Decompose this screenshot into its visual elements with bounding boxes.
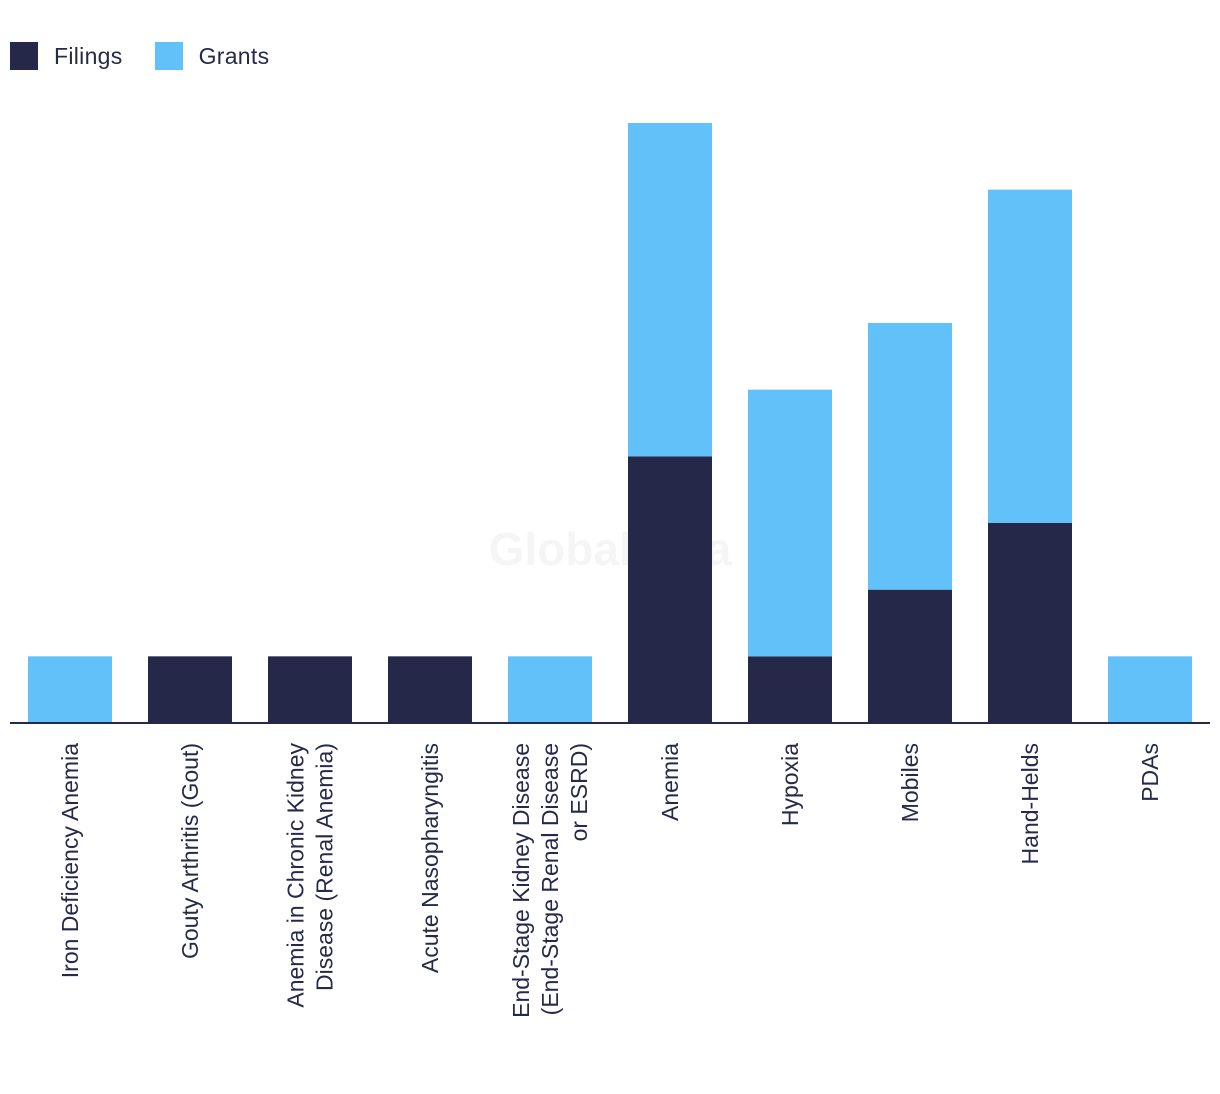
bar-grants-7 [868,323,952,590]
x-tick-label-line: PDAs [1137,743,1163,802]
x-tick-label-3: Acute Nasopharyngitis [417,743,443,973]
legend-item-filings: Filings [10,42,123,70]
x-tick-labels: Iron Deficiency Anemia Gouty Arthritis (G… [57,743,1163,1018]
legend-item-grants: Grants [154,42,270,70]
legend-label-filings: Filings [54,42,123,69]
x-tick-label-6: Hypoxia [777,743,803,826]
bars-group [28,123,1192,723]
x-tick-label-line: Anemia in Chronic Kidney [283,743,309,1008]
x-tick-label-line: End-Stage Kidney Disease [508,743,534,1018]
x-tick-label-line: Gouty Arthritis (Gout) [177,743,203,959]
x-tick-label-line: Hypoxia [777,743,803,826]
bar-grants-6 [748,389,832,657]
x-tick-label-line: or ESRD) [566,743,592,841]
x-tick-label-2: Anemia in Chronic Kidney Disease (Renal A… [283,743,338,1008]
x-tick-label-5: Anemia [657,743,683,821]
x-tick-label-8: Hand-Helds [1017,743,1043,864]
legend-swatch-grants [154,42,183,70]
legend-swatch-filings [10,42,38,70]
bar-grants-0 [28,656,112,723]
bar-filings-8 [988,523,1072,723]
bar-grants-8 [988,189,1072,523]
x-tick-label-1: Gouty Arthritis (Gout) [177,743,203,959]
x-tick-label-line: Disease (Renal Anemia) [312,743,338,991]
legend: Filings Grants [10,42,301,70]
bar-grants-5 [628,123,712,457]
bar-filings-2 [268,656,352,723]
bar-filings-5 [628,456,712,723]
bar-filings-7 [868,589,952,723]
bar-grants-9 [1108,656,1192,723]
x-tick-label-line: Anemia [657,743,683,821]
x-tick-label-line: Acute Nasopharyngitis [417,743,443,973]
x-tick-label-0: Iron Deficiency Anemia [57,743,83,978]
x-tick-label-line: (End-Stage Renal Disease [537,743,563,1015]
bar-filings-6 [748,656,832,723]
x-tick-label-line: Hand-Helds [1017,743,1043,864]
x-tick-label-line: Mobiles [897,743,923,822]
bar-filings-3 [388,656,472,723]
bar-grants-4 [508,656,592,723]
x-tick-label-7: Mobiles [897,743,923,822]
bar-filings-1 [148,656,232,723]
x-tick-label-line: Iron Deficiency Anemia [57,743,83,978]
x-tick-label-9: PDAs [1137,743,1163,802]
x-tick-label-4: End-Stage Kidney Disease (End-Stage Renal… [508,743,592,1018]
legend-label-grants: Grants [198,42,270,69]
